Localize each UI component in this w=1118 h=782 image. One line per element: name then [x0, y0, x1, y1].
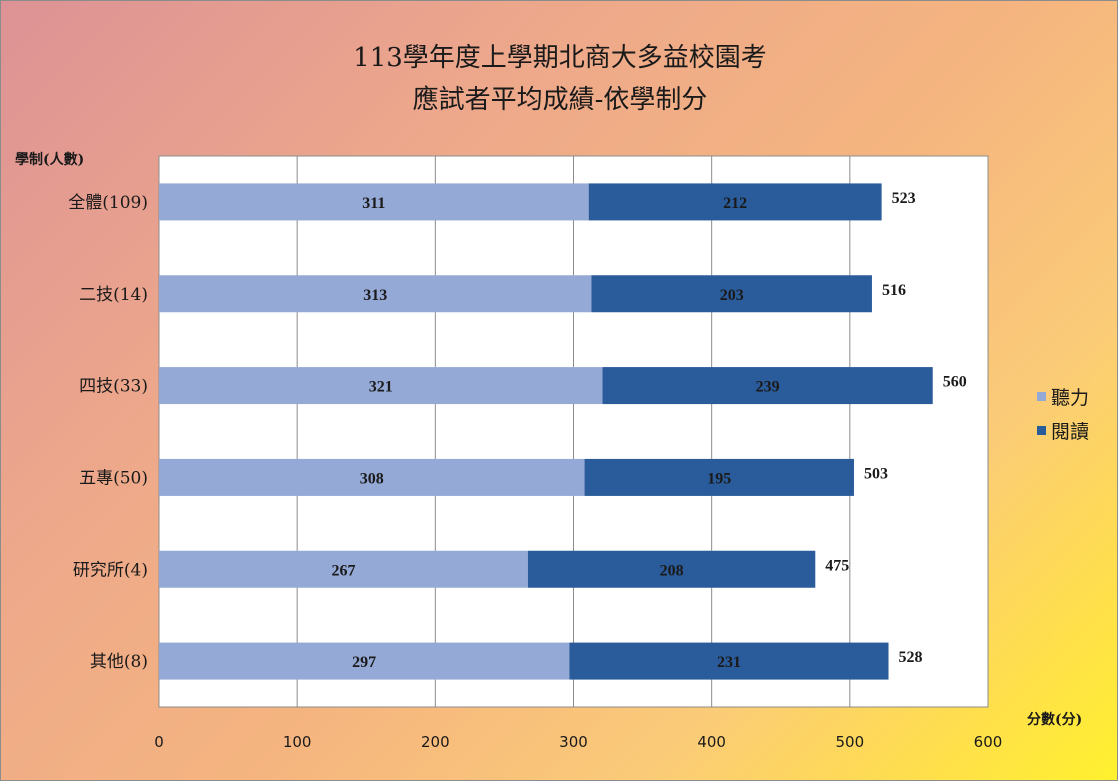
bar-reading	[591, 275, 872, 313]
x-tick-label: 200	[421, 733, 450, 751]
bar-listening	[159, 367, 603, 405]
x-tick-label: 600	[974, 733, 1003, 751]
y-category-label: 研究所(4)	[73, 560, 148, 580]
bar-listening	[159, 458, 585, 496]
legend-item-listening: 聽力	[1037, 383, 1089, 410]
data-label-listening: 308	[360, 470, 384, 487]
bar-reading	[527, 550, 816, 588]
y-category-label: 四技(33)	[79, 377, 148, 397]
bar-reading	[569, 642, 889, 680]
bar-reading	[584, 458, 854, 496]
data-label-reading: 203	[720, 287, 744, 304]
y-category-label: 其他(8)	[90, 652, 148, 672]
y-category-label: 五專(50)	[79, 468, 148, 488]
data-label-total: 523	[892, 190, 916, 207]
data-label-total: 475	[825, 557, 849, 574]
chart-title-line-2: 應試者平均成績-依學制分	[412, 85, 708, 115]
x-axis-title: 分數(分)	[1027, 711, 1082, 728]
data-label-total: 528	[899, 649, 923, 666]
data-label-total: 560	[943, 374, 967, 391]
data-label-reading: 231	[717, 654, 741, 671]
bar-listening	[159, 275, 592, 313]
data-label-reading: 212	[723, 195, 747, 212]
x-tick-label: 100	[283, 733, 312, 751]
data-label-reading: 195	[707, 470, 731, 487]
x-tick-label: 0	[154, 733, 164, 751]
bar-reading	[588, 183, 882, 221]
legend-label-listening: 聽力	[1051, 387, 1090, 409]
bar-listening	[159, 550, 528, 588]
bar-listening	[159, 642, 570, 680]
legend-swatch-reading	[1037, 426, 1046, 435]
data-label-listening: 297	[352, 654, 376, 671]
data-label-reading: 208	[660, 562, 684, 579]
data-label-reading: 239	[756, 379, 780, 396]
y-category-label: 二技(14)	[79, 285, 148, 305]
data-label-total: 503	[864, 465, 888, 482]
data-label-listening: 311	[362, 195, 385, 212]
x-tick-label: 300	[559, 733, 588, 751]
legend-swatch-listening	[1037, 392, 1046, 401]
bar-listening	[159, 183, 589, 221]
legend-label-reading: 閱讀	[1051, 421, 1090, 443]
legend-item-reading: 閱讀	[1037, 417, 1089, 444]
data-label-listening: 267	[331, 562, 355, 579]
chart-title-line-1: 113學年度上學期北商大多益校園考	[353, 43, 767, 73]
y-category-label: 全體(109)	[68, 193, 148, 213]
data-label-listening: 321	[369, 379, 393, 396]
data-label-listening: 313	[363, 287, 387, 304]
x-tick-label: 400	[697, 733, 726, 751]
data-label-total: 516	[882, 282, 906, 299]
bar-reading	[602, 367, 933, 405]
y-axis-title: 學制(人數)	[15, 151, 84, 168]
x-tick-label: 500	[836, 733, 865, 751]
